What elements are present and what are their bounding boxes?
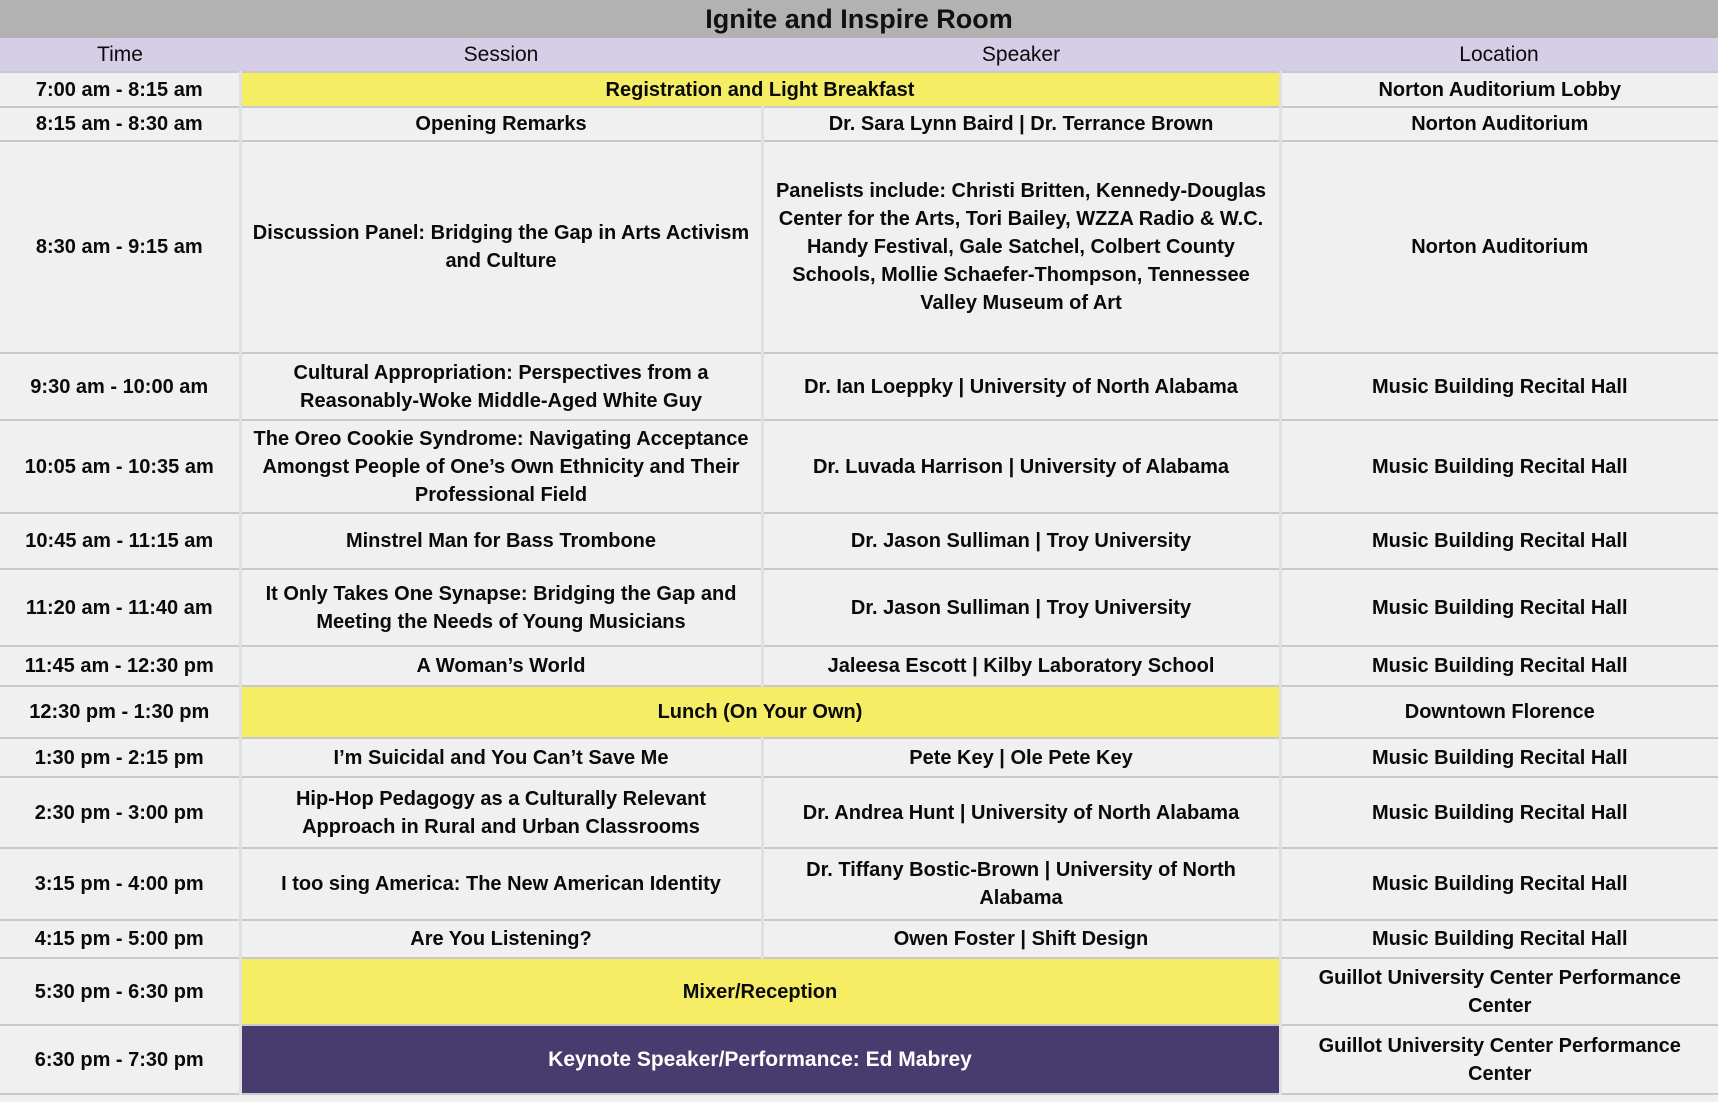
session-cell: Hip-Hop Pedagogy as a Culturally Relevan…: [238, 776, 762, 848]
location-cell: Guillot University Center Performance Ce…: [1278, 957, 1718, 1025]
speaker-cell: Owen Foster | Shift Design: [760, 919, 1280, 958]
table-row: 5:30 pm - 6:30 pm Mixer/Reception Guillo…: [0, 957, 1718, 1025]
table-row: 8:30 am - 9:15 am Discussion Panel: Brid…: [0, 140, 1718, 353]
location-cell: Guillot University Center Performance Ce…: [1278, 1024, 1718, 1095]
time-cell: 4:15 pm - 5:00 pm: [0, 919, 240, 958]
time-cell: 12:30 pm - 1:30 pm: [0, 685, 240, 738]
table-row: 3:15 pm - 4:00 pm I too sing America: Th…: [0, 847, 1718, 920]
speaker-cell: Dr. Sara Lynn Baird | Dr. Terrance Brown: [760, 106, 1280, 141]
column-header-time: Time: [0, 38, 240, 72]
table-row: 7:00 am - 8:15 am Registration and Light…: [0, 71, 1718, 107]
merged-session-cell: Mixer/Reception: [238, 957, 1280, 1025]
session-cell: The Oreo Cookie Syndrome: Navigating Acc…: [238, 419, 762, 513]
table-row: 2:30 pm - 3:00 pm Hip-Hop Pedagogy as a …: [0, 776, 1718, 848]
time-cell: 6:30 pm - 7:30 pm: [0, 1024, 240, 1095]
speaker-cell: Dr. Jason Sulliman | Troy University: [760, 512, 1280, 569]
session-cell: Discussion Panel: Bridging the Gap in Ar…: [238, 140, 762, 353]
header-row: Time Session Speaker Location: [0, 38, 1718, 72]
speaker-cell: Dr. Luvada Harrison | University of Alab…: [760, 419, 1280, 513]
location-cell: Music Building Recital Hall: [1278, 419, 1718, 513]
location-cell: Music Building Recital Hall: [1278, 847, 1718, 920]
location-cell: Norton Auditorium Lobby: [1278, 71, 1718, 107]
session-cell: Are You Listening?: [238, 919, 762, 958]
location-cell: Norton Auditorium: [1278, 106, 1718, 141]
location-cell: Downtown Florence: [1278, 685, 1718, 738]
column-header-speaker: Speaker: [762, 38, 1280, 72]
table-row: 12:30 pm - 1:30 pm Lunch (On Your Own) D…: [0, 685, 1718, 738]
location-cell: Music Building Recital Hall: [1278, 512, 1718, 569]
table-row: 11:20 am - 11:40 am It Only Takes One Sy…: [0, 568, 1718, 646]
session-cell: Cultural Appropriation: Perspectives fro…: [238, 352, 762, 420]
merged-session-cell: Registration and Light Breakfast: [238, 71, 1280, 107]
merged-session-cell: Lunch (On Your Own): [238, 685, 1280, 738]
time-cell: 5:30 pm - 6:30 pm: [0, 957, 240, 1025]
location-cell: Music Building Recital Hall: [1278, 737, 1718, 777]
table-row: 8:15 am - 8:30 am Opening Remarks Dr. Sa…: [0, 106, 1718, 141]
time-cell: 7:00 am - 8:15 am: [0, 71, 240, 107]
time-cell: 9:30 am - 10:00 am: [0, 352, 240, 420]
table-row: 9:30 am - 10:00 am Cultural Appropriatio…: [0, 352, 1718, 420]
location-cell: Music Building Recital Hall: [1278, 919, 1718, 958]
speaker-cell: Jaleesa Escott | Kilby Laboratory School: [760, 645, 1280, 686]
time-cell: 11:45 am - 12:30 pm: [0, 645, 240, 686]
time-cell: 11:20 am - 11:40 am: [0, 568, 240, 646]
merged-session-cell-keynote: Keynote Speaker/Performance: Ed Mabrey: [238, 1024, 1280, 1095]
speaker-cell: Dr. Ian Loeppky | University of North Al…: [760, 352, 1280, 420]
time-cell: 10:05 am - 10:35 am: [0, 419, 240, 513]
page-title: Ignite and Inspire Room: [0, 0, 1718, 38]
time-cell: 10:45 am - 11:15 am: [0, 512, 240, 569]
table-row: 6:30 pm - 7:30 pm Keynote Speaker/Perfor…: [0, 1024, 1718, 1095]
time-cell: 3:15 pm - 4:00 pm: [0, 847, 240, 920]
location-cell: Music Building Recital Hall: [1278, 645, 1718, 686]
speaker-cell: Panelists include: Christi Britten, Kenn…: [760, 140, 1280, 353]
column-header-location: Location: [1280, 38, 1718, 72]
time-cell: 1:30 pm - 2:15 pm: [0, 737, 240, 777]
location-cell: Music Building Recital Hall: [1278, 352, 1718, 420]
location-cell: Music Building Recital Hall: [1278, 568, 1718, 646]
session-cell: It Only Takes One Synapse: Bridging the …: [238, 568, 762, 646]
table-row: 4:15 pm - 5:00 pm Are You Listening? Owe…: [0, 919, 1718, 958]
speaker-cell: Pete Key | Ole Pete Key: [760, 737, 1280, 777]
location-cell: Music Building Recital Hall: [1278, 776, 1718, 848]
time-cell: 8:15 am - 8:30 am: [0, 106, 240, 141]
speaker-cell: Dr. Tiffany Bostic-Brown | University of…: [760, 847, 1280, 920]
column-header-session: Session: [240, 38, 762, 72]
speaker-cell: Dr. Andrea Hunt | University of North Al…: [760, 776, 1280, 848]
table-row: 1:30 pm - 2:15 pm I’m Suicidal and You C…: [0, 737, 1718, 777]
table-row: 10:45 am - 11:15 am Minstrel Man for Bas…: [0, 512, 1718, 569]
time-cell: 2:30 pm - 3:00 pm: [0, 776, 240, 848]
session-cell: Minstrel Man for Bass Trombone: [238, 512, 762, 569]
session-cell: Opening Remarks: [238, 106, 762, 141]
table-row: 11:45 am - 12:30 pm A Woman’s World Jale…: [0, 645, 1718, 686]
location-cell: Norton Auditorium: [1278, 140, 1718, 353]
table-row: 10:05 am - 10:35 am The Oreo Cookie Synd…: [0, 419, 1718, 513]
session-cell: I too sing America: The New American Ide…: [238, 847, 762, 920]
session-cell: I’m Suicidal and You Can’t Save Me: [238, 737, 762, 777]
time-cell: 8:30 am - 9:15 am: [0, 140, 240, 353]
schedule-table: Time Session Speaker Location 7:00 am - …: [0, 38, 1718, 1095]
session-cell: A Woman’s World: [238, 645, 762, 686]
speaker-cell: Dr. Jason Sulliman | Troy University: [760, 568, 1280, 646]
